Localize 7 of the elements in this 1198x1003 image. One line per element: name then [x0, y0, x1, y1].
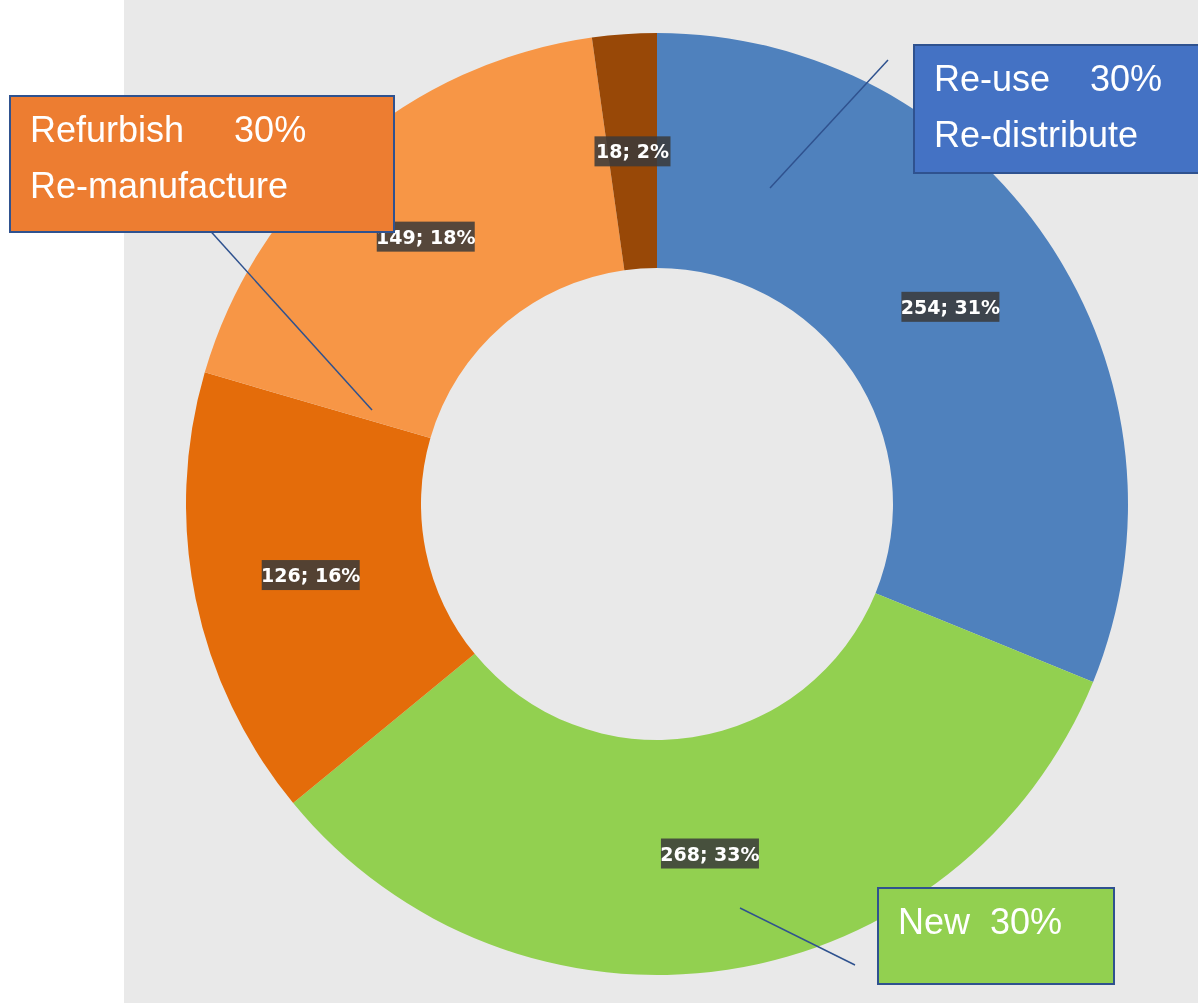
data-label: 254; 31% [900, 295, 1001, 318]
data-label: 126; 16% [261, 564, 361, 587]
text: New 30% [898, 901, 1063, 942]
text: Refurbish 30% Re-manufacture [30, 109, 307, 206]
data-label: 18; 2% [596, 140, 669, 163]
data-label: 268; 33% [660, 842, 760, 865]
text: Re-use 30% Re-distribute [934, 58, 1163, 155]
